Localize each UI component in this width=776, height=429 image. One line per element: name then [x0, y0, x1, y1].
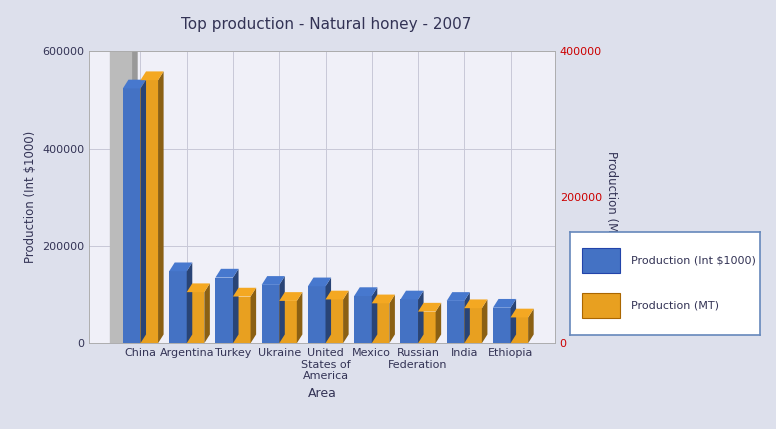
Bar — [233, 296, 251, 343]
Polygon shape — [464, 299, 487, 308]
Polygon shape — [110, 43, 137, 51]
Polygon shape — [187, 284, 210, 292]
Polygon shape — [418, 303, 442, 311]
Bar — [169, 271, 187, 343]
Polygon shape — [372, 287, 377, 343]
Polygon shape — [325, 291, 348, 299]
Bar — [110, 51, 132, 343]
Y-axis label: Production (Int $1000): Production (Int $1000) — [24, 131, 36, 263]
Bar — [582, 293, 620, 318]
Polygon shape — [528, 309, 534, 343]
Bar — [216, 278, 233, 343]
Bar — [418, 311, 435, 343]
Bar — [493, 308, 511, 343]
Polygon shape — [297, 292, 303, 343]
Text: Production (Int $1000): Production (Int $1000) — [631, 256, 756, 266]
Polygon shape — [308, 278, 331, 286]
Polygon shape — [390, 295, 395, 343]
Polygon shape — [251, 288, 256, 343]
Bar — [325, 299, 343, 343]
Polygon shape — [493, 299, 516, 308]
Polygon shape — [279, 276, 285, 343]
Bar — [187, 292, 204, 343]
Polygon shape — [511, 309, 534, 317]
Polygon shape — [233, 288, 256, 296]
Bar — [582, 248, 620, 273]
Bar — [372, 303, 390, 343]
Bar — [400, 299, 418, 343]
Polygon shape — [354, 287, 377, 296]
Polygon shape — [325, 278, 331, 343]
X-axis label: Area: Area — [307, 387, 337, 400]
Bar — [308, 286, 325, 343]
Bar — [511, 317, 528, 343]
Polygon shape — [123, 80, 146, 88]
Bar — [354, 296, 372, 343]
Polygon shape — [418, 291, 424, 343]
Polygon shape — [511, 299, 516, 343]
Polygon shape — [169, 263, 192, 271]
Polygon shape — [262, 276, 285, 285]
Polygon shape — [464, 292, 469, 343]
Polygon shape — [132, 43, 137, 343]
Bar — [464, 308, 482, 343]
Polygon shape — [140, 71, 164, 80]
Polygon shape — [279, 292, 303, 301]
Polygon shape — [216, 269, 238, 278]
Polygon shape — [187, 263, 192, 343]
Bar — [140, 80, 158, 343]
Polygon shape — [372, 295, 395, 303]
Polygon shape — [140, 80, 146, 343]
Y-axis label: Production (MT): Production (MT) — [605, 151, 618, 244]
Polygon shape — [204, 284, 210, 343]
Text: Top production - Natural honey - 2007: Top production - Natural honey - 2007 — [181, 17, 471, 32]
Polygon shape — [482, 299, 487, 343]
Polygon shape — [400, 291, 424, 299]
Bar — [123, 88, 140, 343]
Polygon shape — [435, 303, 442, 343]
Polygon shape — [447, 292, 469, 301]
Bar — [447, 301, 464, 343]
Polygon shape — [343, 291, 348, 343]
Text: Production (MT): Production (MT) — [631, 301, 719, 311]
Bar — [279, 301, 297, 343]
Polygon shape — [158, 71, 164, 343]
Bar — [262, 285, 279, 343]
Polygon shape — [233, 269, 238, 343]
